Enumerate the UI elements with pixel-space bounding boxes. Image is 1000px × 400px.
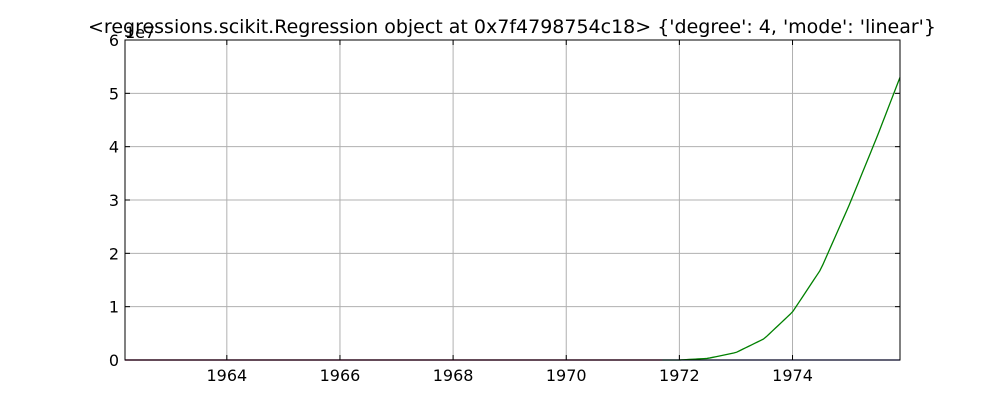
y-tick-label: 5	[109, 84, 119, 103]
x-tick-label: 1968	[433, 366, 474, 385]
y-tick-label: 6	[109, 31, 119, 50]
y-tick-label: 4	[109, 138, 119, 157]
y-offset-label: 1e7	[125, 23, 155, 42]
axis-ticks: 1964 1966 1968 1970 1972 1974 0 1 2 3 4 5 6	[109, 31, 900, 385]
x-tick-label: 1964	[206, 366, 247, 385]
x-tick-label: 1974	[772, 366, 813, 385]
grid	[125, 40, 900, 360]
chart-title: <regressions.scikit.Regression object at…	[88, 16, 936, 38]
plot-area	[125, 77, 901, 361]
x-tick-label: 1966	[320, 366, 361, 385]
y-tick-label: 0	[109, 351, 119, 370]
x-tick-label: 1970	[546, 366, 587, 385]
y-tick-label: 1	[109, 298, 119, 317]
x-tick-label: 1972	[659, 366, 700, 385]
y-tick-label: 2	[109, 244, 119, 263]
y-tick-label: 3	[109, 191, 119, 210]
series-line-3	[662, 77, 901, 361]
